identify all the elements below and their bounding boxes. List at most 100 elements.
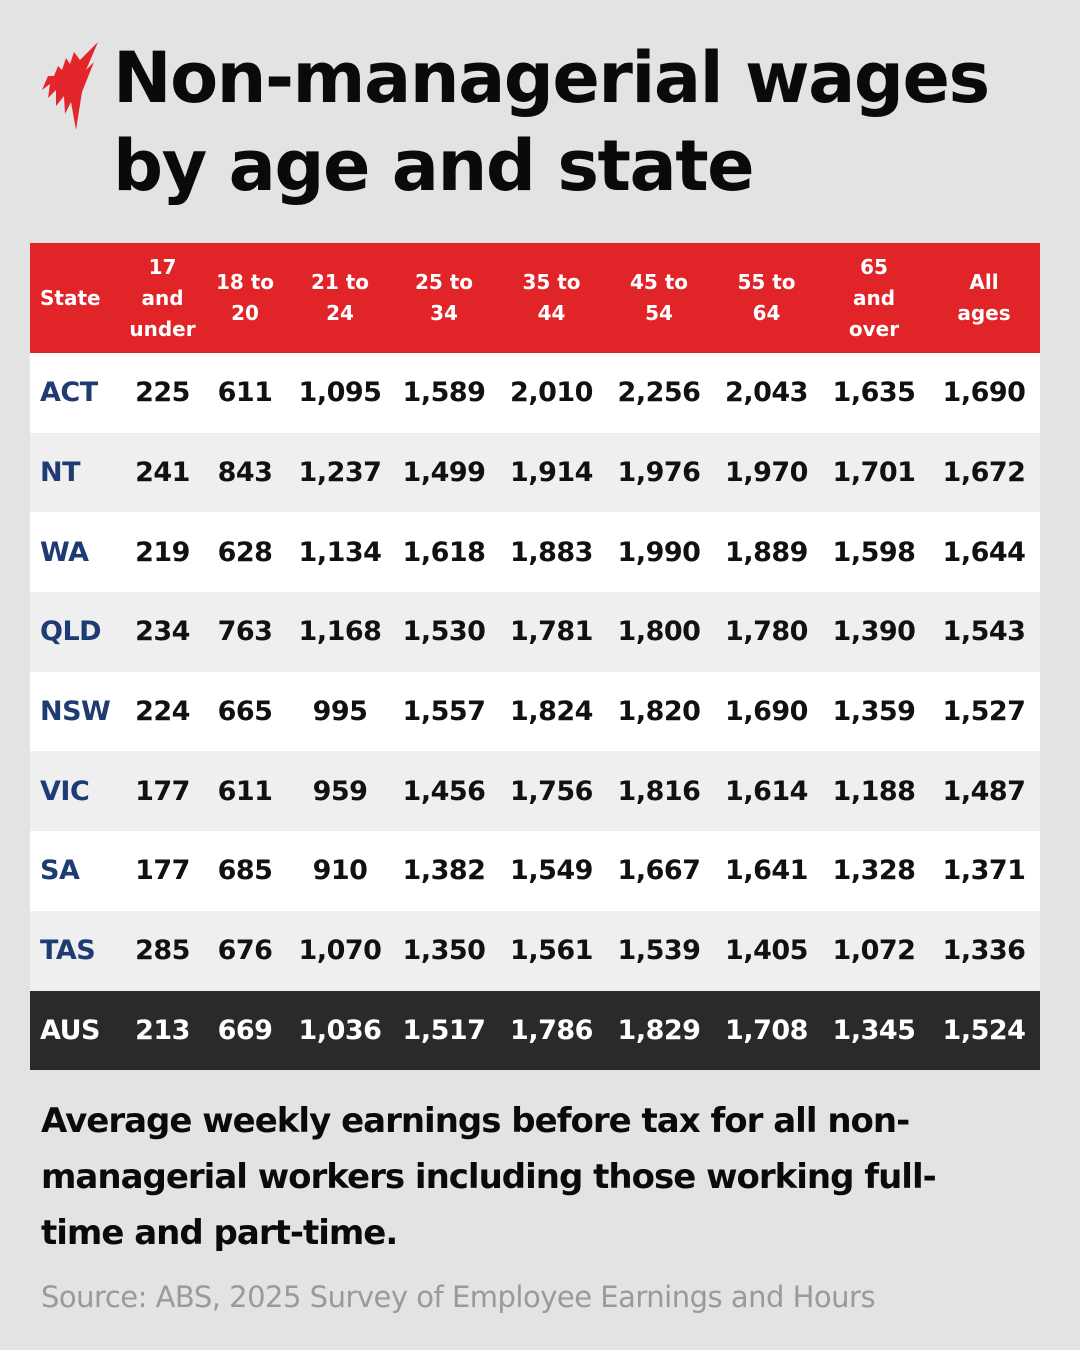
wage-cell: 1,672 <box>928 432 1040 513</box>
wage-cell: 225 <box>125 353 200 433</box>
wage-cell: 1,188 <box>820 751 928 832</box>
wage-cell: 1,543 <box>928 592 1040 672</box>
wage-cell: 665 <box>200 671 290 752</box>
wage-cell: 1,976 <box>605 432 713 513</box>
wage-cell: 1,829 <box>605 990 713 1071</box>
state-label: TAS <box>30 910 125 991</box>
page-title: Non-managerial wages by age and state <box>113 34 990 210</box>
state-label: NSW <box>30 671 125 752</box>
wage-cell: 1,134 <box>290 512 390 593</box>
column-header-45-to-54: 45 to 54 <box>605 243 713 353</box>
table-body: ACT 225 611 1,095 1,589 2,010 2,256 2,043 1,635 1… <box>30 353 1040 1071</box>
wage-cell: 1,359 <box>820 671 928 752</box>
wage-cell: 1,095 <box>290 353 390 433</box>
state-label: WA <box>30 512 125 593</box>
wage-cell: 1,690 <box>928 353 1040 433</box>
table-header-row: State 17 and under 18 to 20 21 to 24 25 to 34… <box>30 243 1040 353</box>
wage-cell: 1,405 <box>713 910 820 991</box>
wage-cell: 1,487 <box>928 751 1040 832</box>
wage-cell: 995 <box>290 671 390 752</box>
wage-cell: 1,524 <box>928 990 1040 1071</box>
state-label: AUS <box>30 990 125 1071</box>
table-row: ACT 225 611 1,095 1,589 2,010 2,256 2,043 1,635 1… <box>30 353 1040 433</box>
wage-cell: 1,667 <box>605 831 713 911</box>
table-row: NT 241 843 1,237 1,499 1,914 1,976 1,970 1,701 1,… <box>30 432 1040 513</box>
wage-cell: 213 <box>125 990 200 1071</box>
wage-cell: 1,614 <box>713 751 820 832</box>
column-header-all-ages: All ages <box>928 243 1040 353</box>
wage-cell: 1,557 <box>390 671 498 752</box>
title-line-2: by age and state <box>113 125 755 207</box>
wage-cell: 1,561 <box>498 910 605 991</box>
wage-cell: 959 <box>290 751 390 832</box>
wage-cell: 843 <box>200 432 290 513</box>
wage-cell: 628 <box>200 512 290 593</box>
table-row-total: AUS 213 669 1,036 1,517 1,786 1,829 1,708 1,345 1… <box>30 990 1040 1071</box>
source-credit: Source: ABS, 2025 Survey of Employee Ear… <box>41 1280 876 1314</box>
wage-cell: 676 <box>200 910 290 991</box>
wage-cell: 1,800 <box>605 592 713 672</box>
wage-cell: 1,883 <box>498 512 605 593</box>
column-header-55-to-64: 55 to 64 <box>713 243 820 353</box>
wage-cell: 2,010 <box>498 353 605 433</box>
table-row: TAS 285 676 1,070 1,350 1,561 1,539 1,405 1,072 1… <box>30 910 1040 991</box>
wage-cell: 177 <box>125 751 200 832</box>
state-label: NT <box>30 432 125 513</box>
sbs-logo-icon <box>42 42 98 130</box>
column-header-17-and-under: 17 and under <box>125 243 200 353</box>
column-header-21-to-24: 21 to 24 <box>290 243 390 353</box>
wage-cell: 1,786 <box>498 990 605 1071</box>
wage-cell: 1,390 <box>820 592 928 672</box>
wage-cell: 1,618 <box>390 512 498 593</box>
wage-cell: 1,371 <box>928 831 1040 911</box>
state-label: SA <box>30 831 125 911</box>
state-label: QLD <box>30 592 125 672</box>
wage-cell: 1,517 <box>390 990 498 1071</box>
wage-cell: 1,889 <box>713 512 820 593</box>
wage-cell: 1,328 <box>820 831 928 911</box>
wage-cell: 1,336 <box>928 910 1040 991</box>
wage-cell: 1,350 <box>390 910 498 991</box>
wage-cell: 1,780 <box>713 592 820 672</box>
wage-cell: 763 <box>200 592 290 672</box>
wage-cell: 1,598 <box>820 512 928 593</box>
wage-cell: 1,036 <box>290 990 390 1071</box>
table-row: SA 177 685 910 1,382 1,549 1,667 1,641 1,328 1,37… <box>30 831 1040 911</box>
wage-cell: 219 <box>125 512 200 593</box>
wage-cell: 1,635 <box>820 353 928 433</box>
wage-cell: 1,589 <box>390 353 498 433</box>
wage-cell: 1,456 <box>390 751 498 832</box>
table-row: QLD 234 763 1,168 1,530 1,781 1,800 1,780 1,390 1… <box>30 592 1040 672</box>
wages-table: State 17 and under 18 to 20 21 to 24 25 to 34… <box>30 243 1040 1071</box>
wage-cell: 1,641 <box>713 831 820 911</box>
wage-cell: 1,781 <box>498 592 605 672</box>
table-row: NSW 224 665 995 1,557 1,824 1,820 1,690 1,359 1,5… <box>30 671 1040 752</box>
wage-cell: 1,527 <box>928 671 1040 752</box>
description-note: Average weekly earnings before tax for a… <box>41 1101 937 1253</box>
wage-cell: 1,168 <box>290 592 390 672</box>
state-label: ACT <box>30 353 125 433</box>
wage-cell: 910 <box>290 831 390 911</box>
wage-cell: 1,824 <box>498 671 605 752</box>
wage-cell: 1,990 <box>605 512 713 593</box>
wage-cell: 2,256 <box>605 353 713 433</box>
title-line-1: Non-managerial wages <box>113 37 990 119</box>
wage-cell: 1,970 <box>713 432 820 513</box>
wage-cell: 1,690 <box>713 671 820 752</box>
column-header-65-and-over: 65 and over <box>820 243 928 353</box>
wage-cell: 234 <box>125 592 200 672</box>
wage-cell: 1,530 <box>390 592 498 672</box>
wage-cell: 1,756 <box>498 751 605 832</box>
wage-cell: 1,708 <box>713 990 820 1071</box>
wage-cell: 1,345 <box>820 990 928 1071</box>
wage-cell: 611 <box>200 751 290 832</box>
wage-cell: 669 <box>200 990 290 1071</box>
table-row: WA 219 628 1,134 1,618 1,883 1,990 1,889 1,598 1,… <box>30 512 1040 593</box>
wage-cell: 177 <box>125 831 200 911</box>
column-header-18-to-20: 18 to 20 <box>200 243 290 353</box>
state-label: VIC <box>30 751 125 832</box>
wage-cell: 611 <box>200 353 290 433</box>
wage-cell: 1,820 <box>605 671 713 752</box>
wage-cell: 1,549 <box>498 831 605 911</box>
wage-cell: 1,914 <box>498 432 605 513</box>
